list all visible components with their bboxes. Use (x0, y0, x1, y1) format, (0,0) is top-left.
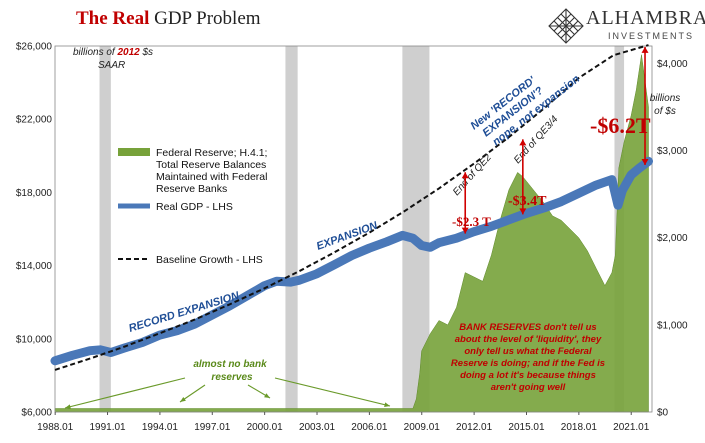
reserves-area-layer (54, 54, 649, 413)
y-right-tick-3: $3,000 (657, 146, 688, 157)
unit-note-prefix: billions of (73, 47, 117, 58)
chart-title: The Real GDP Problem (76, 8, 261, 30)
no-reserves-arrow-4 (274, 377, 391, 407)
legend-reserves-line-2: Maintained with Federal (156, 171, 267, 183)
y-left-tick-1: $10,000 (16, 334, 53, 345)
diamond-lattice-icon (548, 8, 584, 44)
legend-reserves-line-0: Federal Reserve; H.4.1; (156, 147, 267, 159)
left-unit-note-line1: billions of 2012 $s (73, 47, 153, 58)
y-left-tick-2: $14,000 (16, 261, 53, 272)
reserves-note-line-2: only tell us what the Federal (464, 346, 592, 357)
y-left-tick-5: $26,000 (16, 42, 53, 53)
gap-arrow-2-head-top (519, 139, 527, 146)
right-axis-label-line2: of $s (654, 106, 676, 117)
legend-gdp-label: Real GDP - LHS (156, 201, 233, 213)
baseline-growth-line (54, 44, 649, 371)
plot-frame (54, 45, 653, 413)
x-tick-1: 1991.01 (89, 422, 126, 433)
legend: Federal Reserve; H.4.1;Total Reserve Bal… (118, 147, 267, 266)
gap-arrow-3 (641, 46, 649, 165)
right-axis-label-line1: billions (650, 93, 681, 104)
y-right-tick-1: $1,000 (657, 320, 688, 331)
gap-arrow-2 (519, 139, 527, 215)
gap2-label: -$3.4T (508, 194, 547, 209)
axis-ticks: $6,000 $10,000 $14,000 $18,000 $22,000 $26,00… (16, 42, 688, 434)
no-reserves-arrow-2 (179, 384, 206, 403)
recession-band-0 (99, 46, 111, 412)
x-tick-4: 2000.01 (247, 422, 284, 433)
title-rest-part: GDP Problem (154, 8, 261, 29)
series-lines (50, 44, 653, 371)
no-reserves-arrow-2-head (180, 397, 186, 402)
plot-border (54, 45, 653, 413)
gap3-label: -$6.2T (590, 113, 651, 138)
x-tick-11: 2021.01 (613, 422, 650, 433)
y-right-tick-0: $0 (657, 408, 669, 419)
x-tick-8: 2012.01 (456, 422, 493, 433)
x-tick-6: 2006.01 (351, 422, 388, 433)
title-red-part: The Real (76, 8, 150, 29)
alhambra-logo: ALHAMBRA INVESTMENTS (548, 6, 705, 46)
y-left-tick-4: $22,000 (16, 115, 53, 126)
x-tick-10: 2018.01 (561, 422, 598, 433)
x-tick-5: 2003.01 (299, 422, 336, 433)
recession-band-1 (285, 46, 298, 412)
y-right-tick-4: $4,000 (657, 59, 688, 70)
y-left-tick-0: $6,000 (21, 408, 52, 419)
logo-name: ALHAMBRA (586, 7, 705, 29)
real-gdp-line (50, 156, 653, 366)
reserves-note-line-3: Reserve is doing; and if the Fed is (451, 358, 605, 369)
logo-subtitle: INVESTMENTS (608, 31, 695, 41)
x-tick-2: 1994.01 (142, 422, 179, 433)
unit-note-suffix: $s (140, 47, 153, 58)
no-reserves-arrow-3-head (264, 393, 270, 398)
reserves-note-line-5: aren't going well (491, 382, 566, 393)
no-reserves-arrow-1-shaft (64, 377, 186, 409)
x-tick-3: 1997.01 (194, 422, 231, 433)
gap-arrow-1-head-top (461, 172, 469, 179)
no-reserves-arrow-1-head (65, 404, 71, 409)
reserves-note-line-0: BANK RESERVES don't tell us (459, 322, 596, 333)
x-tick-0: 1988.01 (37, 422, 74, 433)
gap-arrow-1-head-bottom (461, 227, 469, 234)
gap-arrow-3-head-bottom (641, 158, 649, 165)
y-left-tick-3: $18,000 (16, 188, 53, 199)
reserves-note-line-1: about the level of 'liquidity', they (455, 334, 602, 345)
x-tick-7: 2009.01 (404, 422, 441, 433)
gap-arrow-1 (461, 172, 469, 234)
left-unit-note-line2: SAAR (98, 60, 125, 71)
legend-swatch-reserves (118, 148, 150, 156)
gap1-label: -$2.3 T (452, 214, 491, 229)
legend-baseline-label: Baseline Growth - LHS (156, 254, 263, 266)
no-reserves-arrow-4-head (384, 402, 390, 407)
legend-reserves-line-1: Total Reserve Balances (156, 159, 266, 171)
reserves-area (54, 54, 649, 413)
no-reserves-arrow-3 (247, 384, 271, 399)
reserves-note-line-4: doing a lot it's because things (460, 370, 596, 381)
no-reserves-arrow-4-shaft (274, 377, 391, 407)
no-reserves-arrow-1 (64, 377, 186, 409)
no-reserves-line1: almost no bank (193, 359, 267, 370)
gap-arrow-2-head-bottom (519, 208, 527, 215)
legend-reserves-line-3: Reserve Banks (156, 183, 227, 195)
y-right-tick-2: $2,000 (657, 233, 688, 244)
no-reserves-line2: reserves (211, 372, 253, 383)
gap-arrow-3-head-top (641, 46, 649, 53)
unit-note-year: 2012 (116, 47, 140, 58)
x-tick-9: 2015.01 (508, 422, 545, 433)
